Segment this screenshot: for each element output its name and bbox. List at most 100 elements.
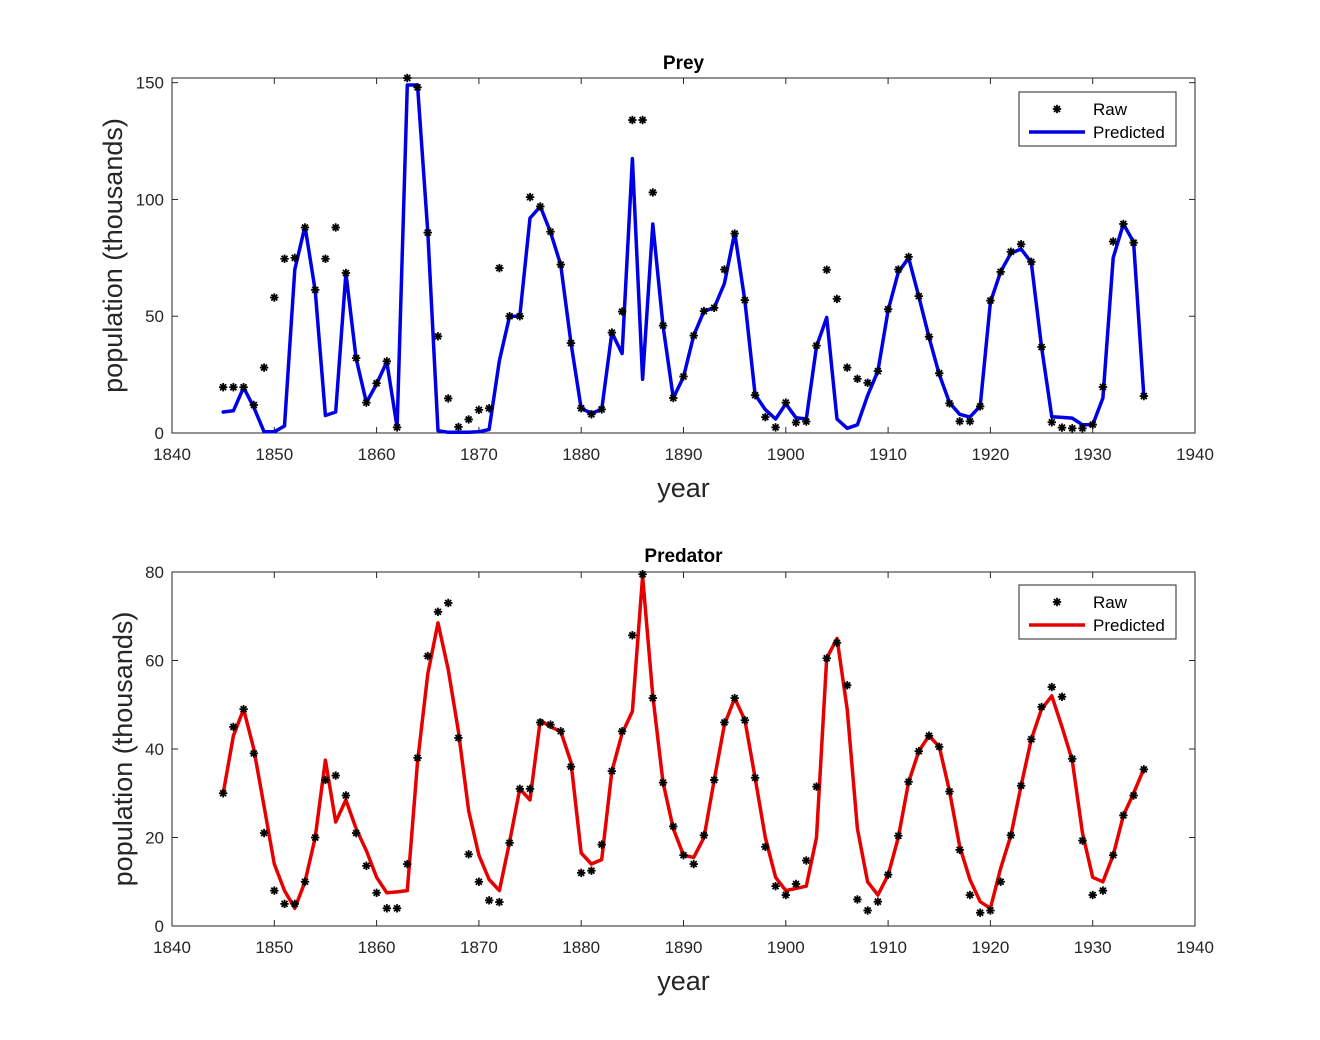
prey-raw-point	[894, 265, 903, 274]
prey-raw-point	[750, 390, 760, 400]
prey-raw-point-stroke	[945, 399, 954, 407]
prey-x-tick-label: 1920	[971, 445, 1009, 464]
prey-raw-point	[433, 332, 443, 341]
predator-raw-point-stroke	[413, 754, 422, 762]
prey-raw-point-stroke	[505, 312, 514, 320]
predator-raw-point	[975, 908, 985, 917]
predator-raw-point-stroke	[1048, 683, 1056, 691]
prey-raw-point-stroke	[956, 417, 964, 425]
predator-raw-point-stroke	[966, 891, 974, 899]
predator-raw-point	[556, 727, 565, 736]
prey-raw-point-stroke	[219, 383, 227, 391]
predator-raw-point-stroke	[608, 767, 616, 775]
predator-raw-point	[392, 904, 402, 913]
prey-raw-point	[597, 405, 606, 414]
prey-legend-predicted-label: Predicted	[1093, 123, 1165, 142]
predator-raw-point-stroke	[301, 878, 309, 886]
prey-raw-point-stroke	[403, 74, 411, 82]
prey-raw-point	[525, 192, 535, 202]
predator-raw-point	[218, 789, 228, 798]
prey-raw-point-stroke	[1058, 424, 1066, 432]
prey-raw-point	[1088, 420, 1097, 429]
predator-raw-point-stroke	[516, 785, 524, 793]
prey-raw-point	[587, 410, 596, 419]
predator-raw-point-stroke	[321, 776, 330, 784]
predator-raw-point	[413, 753, 422, 763]
prey-raw-point	[648, 188, 658, 197]
prey-raw-point-stroke	[1140, 392, 1148, 400]
predator-raw-point	[515, 784, 525, 794]
prey-raw-point	[914, 291, 923, 301]
prey-raw-point-stroke	[1027, 258, 1035, 266]
predator-raw-point-stroke	[598, 840, 606, 849]
predator-raw-point-stroke	[823, 654, 831, 662]
predator-raw-point-stroke	[731, 694, 739, 702]
prey-raw-point-stroke	[966, 417, 974, 425]
prey-raw-point-stroke	[372, 379, 381, 387]
prey-raw-point-stroke	[751, 391, 759, 399]
predator-raw-point-stroke	[454, 734, 463, 742]
prey-raw-point-stroke	[260, 363, 268, 372]
predator-raw-point	[587, 866, 596, 875]
prey-raw-point-stroke	[782, 399, 790, 407]
prey-y-tick-label: 50	[145, 307, 164, 326]
prey-raw-point-stroke	[567, 339, 575, 347]
predator-raw-point-stroke	[761, 843, 769, 851]
predator-raw-point-stroke	[1078, 836, 1087, 845]
prey-raw-point	[1027, 257, 1036, 267]
prey-raw-point-stroke	[771, 423, 780, 432]
prey-raw-point-stroke	[843, 363, 851, 372]
predator-raw-point	[382, 904, 392, 913]
prey-raw-point-stroke	[362, 399, 370, 407]
predator-x-tick-label: 1910	[869, 938, 907, 957]
predator-raw-point	[894, 831, 903, 840]
prey-raw-point	[382, 357, 392, 366]
prey-raw-point-stroke	[301, 223, 309, 232]
predator-raw-point	[842, 681, 852, 690]
predator-raw-point	[935, 742, 944, 751]
predator-raw-point-stroke	[383, 904, 391, 912]
predator-legend-raw-label: Raw	[1093, 593, 1128, 612]
predator-raw-point-stroke	[229, 723, 237, 731]
predator-raw-point-stroke	[812, 783, 821, 791]
prey-raw-point-stroke	[311, 286, 319, 294]
prey-raw-point	[341, 268, 351, 278]
prey-raw-point	[484, 404, 494, 413]
prey-raw-point-stroke	[516, 312, 524, 320]
predator-raw-point	[566, 762, 576, 771]
prey-raw-point-stroke	[997, 268, 1005, 276]
prey-raw-point-stroke	[628, 116, 636, 124]
predator-raw-point	[1129, 791, 1138, 800]
predator-raw-point	[730, 693, 739, 703]
prey-raw-point-stroke	[536, 202, 544, 211]
prey-raw-point-stroke	[710, 304, 718, 312]
predator-raw-point	[750, 773, 760, 782]
predator-raw-point-stroke	[557, 727, 565, 735]
predator-raw-point-stroke	[935, 743, 943, 751]
prey-raw-point-stroke	[280, 255, 289, 263]
prey-raw-point	[556, 260, 565, 269]
prey-raw-point	[403, 73, 412, 83]
predator-raw-point	[484, 896, 494, 905]
prey-raw-point-stroke	[250, 401, 258, 409]
prey-x-tick-label: 1940	[1176, 445, 1214, 464]
predator-raw-point	[1057, 692, 1067, 701]
prey-raw-point	[280, 254, 289, 263]
predator-chart-title: Predator	[644, 546, 723, 567]
predator-raw-point	[1139, 765, 1149, 774]
prey-raw-point	[413, 83, 422, 92]
predator-raw-point	[669, 822, 678, 831]
predator-raw-point-stroke	[1140, 765, 1148, 773]
predator-raw-point	[331, 771, 340, 780]
predator-raw-point-stroke	[485, 896, 493, 904]
prey-raw-point	[924, 332, 934, 341]
prey-raw-point	[1006, 247, 1016, 256]
prey-chart-title: Prey	[663, 53, 705, 74]
predator-raw-point-stroke	[393, 904, 401, 912]
prey-raw-point-stroke	[1037, 343, 1046, 351]
prey-raw-point-stroke	[383, 357, 391, 365]
prey-raw-point	[904, 252, 913, 262]
predator-raw-point	[996, 877, 1005, 886]
prey-raw-point	[444, 394, 453, 403]
prey-raw-point	[454, 422, 463, 432]
